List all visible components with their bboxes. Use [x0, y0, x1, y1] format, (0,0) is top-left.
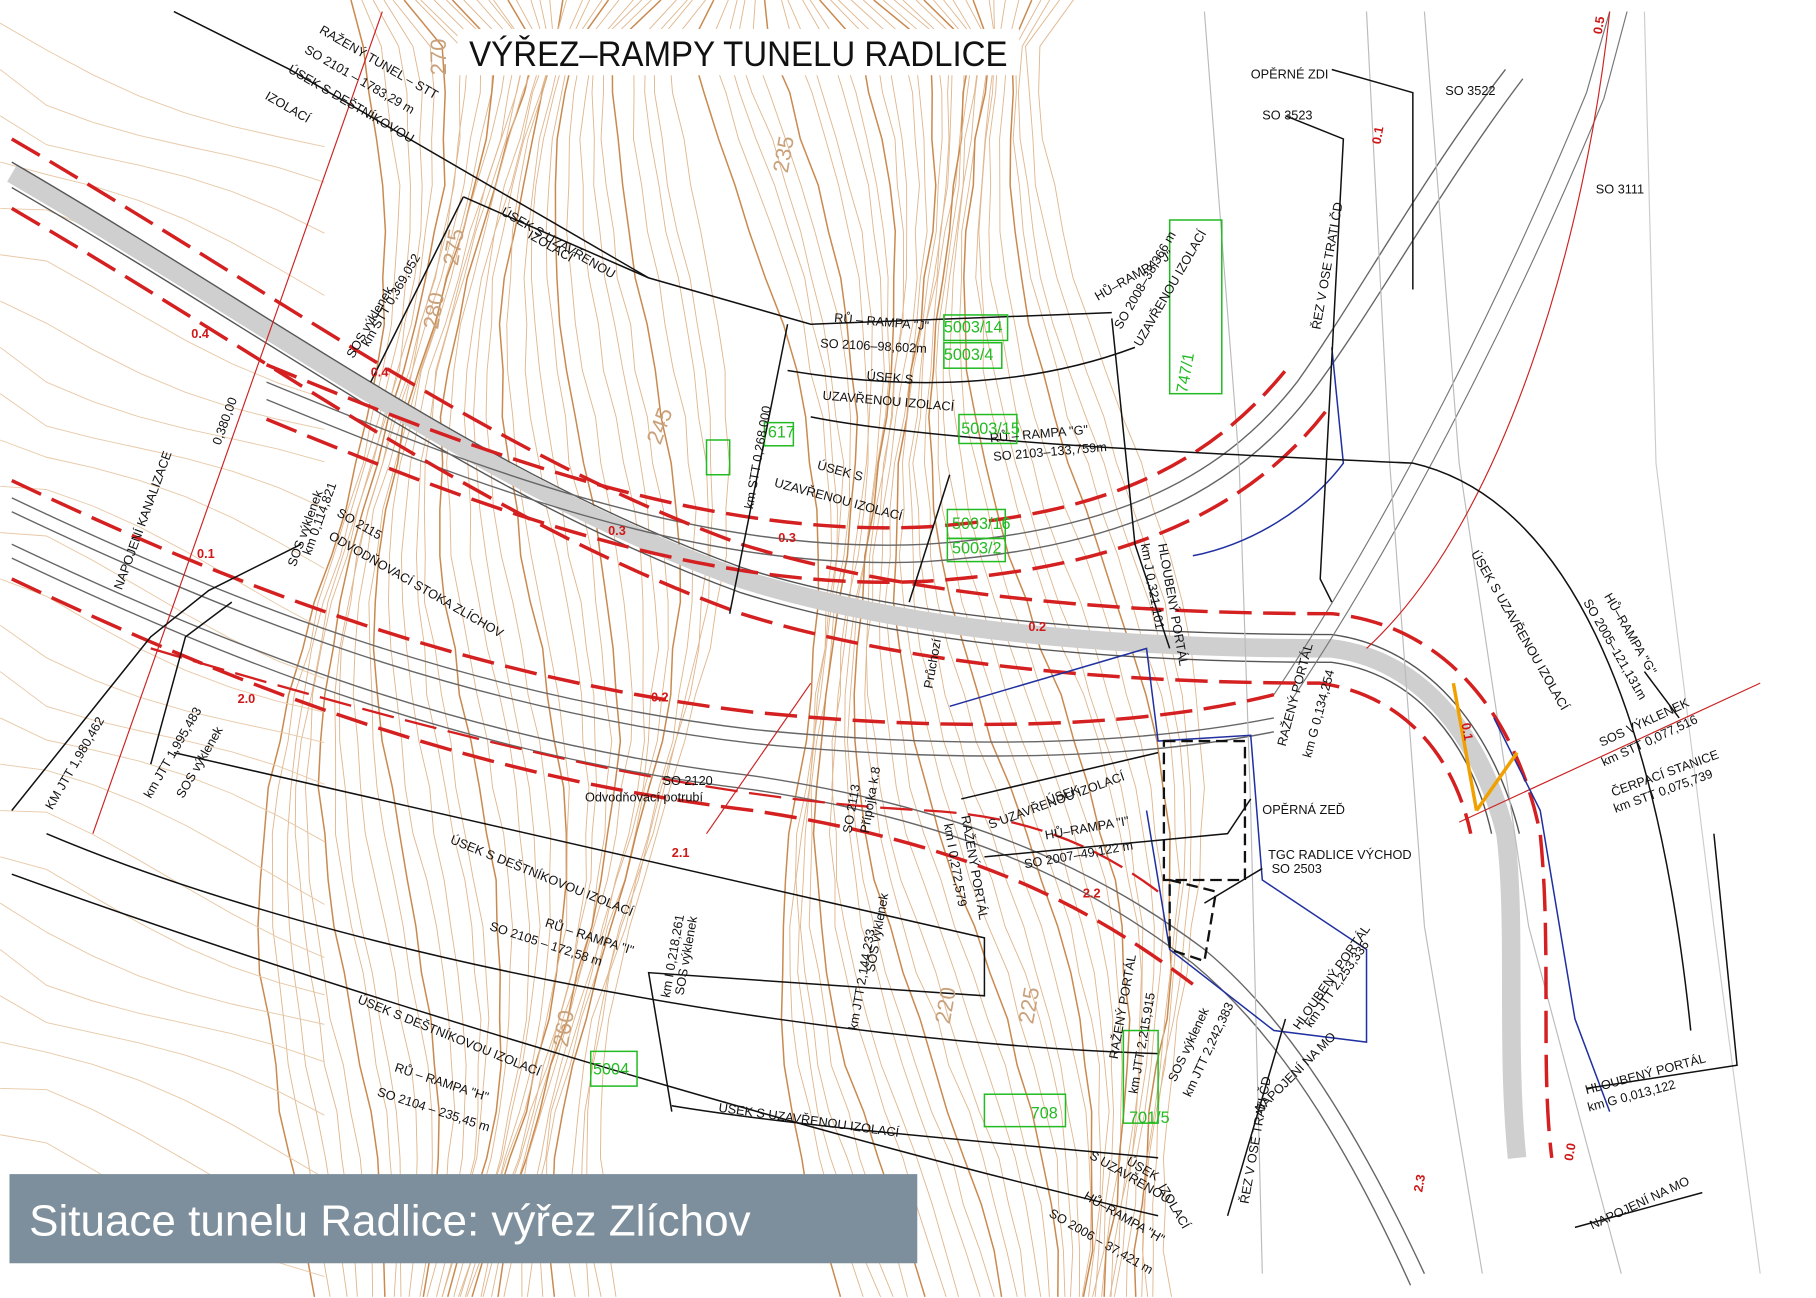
chainage-label: 0.4 — [191, 326, 209, 341]
annotation: SO 3522 — [1445, 83, 1495, 98]
chainage-label: 0.4 — [371, 364, 389, 379]
chainage-label: 0.1 — [1459, 722, 1477, 742]
chainage-label: 2.1 — [672, 845, 690, 860]
annotation: OPĚRNÁ ZEĎ — [1262, 802, 1345, 817]
chainage-label: 0.0 — [1561, 1142, 1579, 1162]
chainage-label: 0.2 — [1028, 619, 1046, 634]
annotation: Odvodňovací potrubí — [585, 789, 704, 804]
parcel-label: 708 — [1031, 1105, 1058, 1123]
chainage-label: 0.2 — [651, 690, 669, 705]
parcel-label: 5003/14 — [944, 318, 1003, 336]
chainage-label: 2.0 — [238, 691, 256, 706]
chainage-label: 0.3 — [608, 523, 626, 538]
annotation: SO 3523 — [1262, 107, 1312, 122]
chainage-label: 0.1 — [197, 546, 215, 561]
title: VÝŘEZ–RAMPY TUNELU RADLICE — [469, 35, 1007, 74]
parcel-label: 617 — [768, 424, 795, 442]
parcel-label: 701/5 — [1129, 1109, 1170, 1127]
parcel-label: 5003/2 — [952, 539, 1002, 557]
caption: Situace tunelu Radlice: výřez Zlíchov — [29, 1196, 750, 1245]
chainage-label: 2.2 — [1083, 885, 1101, 900]
parcel-label: 5003/16 — [952, 515, 1011, 533]
annotation: TGC RADLICE VÝCHOD — [1268, 847, 1411, 862]
parcel-label: 5004 — [593, 1061, 629, 1079]
map: VÝŘEZ–RAMPY TUNELU RADLICE RAŽENÝ TUNEL … — [0, 0, 1816, 1298]
annotation: OPĚRNÉ ZDI — [1251, 67, 1329, 82]
parcel-label: 5003/15 — [961, 420, 1020, 438]
parcel-label: 5003/4 — [944, 346, 994, 364]
page: {"header": {"title": "VÝŘEZ–RAMPY TUNELU… — [0, 0, 1816, 1298]
annotation: SO 2503 — [1272, 861, 1322, 876]
background — [0, 0, 1816, 1298]
annotation: SO 2120 — [663, 773, 713, 788]
chainage-label: 2.3 — [1410, 1173, 1428, 1193]
chainage-label: 0.1 — [1369, 125, 1387, 145]
contour-label: 270 — [426, 39, 451, 76]
annotation: SO 3111 — [1596, 181, 1644, 196]
chainage-label: 0.3 — [778, 530, 796, 545]
chainage-label: 0.5 — [1590, 15, 1608, 35]
